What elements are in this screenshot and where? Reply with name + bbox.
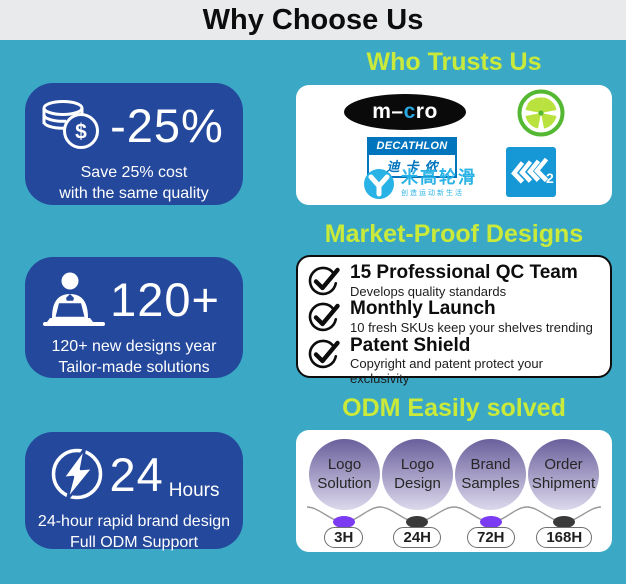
check-circle-icon xyxy=(308,266,340,296)
k2-logo-number: 2 xyxy=(546,170,554,186)
feature-card-speed: 24 Hours 24-hour rapid brand design Full… xyxy=(25,432,243,551)
feature-value: 120+ xyxy=(110,272,220,326)
odm-step-label: Logo xyxy=(400,455,435,473)
odm-step-label: Logo xyxy=(327,455,362,473)
odm-time-badge: 168H xyxy=(536,527,593,548)
design-item-subtitle: Develops quality standards xyxy=(350,283,507,299)
odm-step-label: Design xyxy=(394,474,441,492)
design-item: 15 Professional QC Team Develops quality… xyxy=(308,262,602,299)
micro-logo: m – c ro xyxy=(344,94,466,130)
design-item: Monthly Launch 10 fresh SKUs keep your s… xyxy=(308,299,602,335)
coins-icon: $ xyxy=(42,100,100,149)
section-title-odm: ODM Easily solved xyxy=(342,394,566,422)
odm-time-cell: 72H xyxy=(454,527,528,548)
header-bar: Why Choose Us xyxy=(0,0,626,40)
feature-line: with the same quality xyxy=(59,185,209,203)
feature-value: -25% xyxy=(110,98,224,152)
timeline-wave xyxy=(307,506,601,528)
odm-time-badge: 24H xyxy=(393,527,442,548)
design-item-subtitle: 10 fresh SKUs keep your shelves trending xyxy=(350,319,593,335)
feature-line: Full ODM Support xyxy=(69,534,199,552)
feature-card-top: 24 Hours xyxy=(25,432,243,504)
feature-value-suffix: Hours xyxy=(168,480,220,501)
design-item-subtitle: Copyright and patent protect your exclus… xyxy=(350,356,543,387)
check-circle-icon xyxy=(308,303,340,332)
feature-description: 120+ new designs year Tailor-made soluti… xyxy=(25,336,243,378)
feature-line: 24-hour rapid brand design xyxy=(37,513,231,530)
migao-logo-cn: 米高轮滑 xyxy=(401,168,477,187)
odm-time-badge: 72H xyxy=(466,527,515,548)
design-item: Patent Shield Copyright and patent prote… xyxy=(308,334,602,387)
odm-step-label: Shipment xyxy=(531,474,596,492)
feature-line: Save 25% cost xyxy=(80,164,188,181)
decathlon-logo-en: DECATHLON xyxy=(367,137,457,155)
feature-card-top: $ -25% xyxy=(25,83,243,155)
odm-step-circle: Brand Samples xyxy=(455,439,526,510)
odm-step-circle: Logo Solution xyxy=(309,439,380,510)
odm-time-cell: 168H xyxy=(528,527,602,548)
decathlon-logo-cn: 迪卡侬 xyxy=(367,155,457,178)
timeline-dot xyxy=(480,516,502,528)
odm-steps-row: Logo Solution Logo Design Brand Samples … xyxy=(296,439,612,510)
odm-time-cell: 24H xyxy=(381,527,455,548)
odm-times-row: 3H 24H 72H 168H xyxy=(307,527,601,548)
feature-description: 24-hour rapid brand design Full ODM Supp… xyxy=(25,511,243,553)
design-item-text: 15 Professional QC Team Develops quality… xyxy=(350,262,578,299)
odm-time-badge: 3H xyxy=(324,527,364,548)
odm-step-label: Brand xyxy=(470,455,511,473)
odm-panel: Logo Solution Logo Design Brand Samples … xyxy=(296,430,612,552)
lightning-icon xyxy=(51,446,102,502)
svg-text:$: $ xyxy=(75,121,87,144)
micro-logo-accent: c xyxy=(403,100,416,123)
design-item-text: Patent Shield Copyright and patent prote… xyxy=(350,334,602,387)
k2-logo: 2 xyxy=(506,147,556,197)
lime-logo xyxy=(517,89,565,137)
micro-logo-dash: – xyxy=(391,100,404,123)
decathlon-logo: DECATHLON 迪卡侬 xyxy=(367,137,457,178)
design-item-title: Monthly Launch xyxy=(350,298,496,320)
feature-description: Save 25% cost with the same quality xyxy=(25,162,243,204)
trust-logos-panel: m – c ro DECATHLON 迪卡侬 xyxy=(296,85,612,205)
feature-card-designs: 120+ 120+ new designs year Tailor-made s… xyxy=(25,257,243,378)
odm-step-label: Order xyxy=(544,455,583,473)
design-item-title: Patent Shield xyxy=(350,334,471,356)
check-circle-icon xyxy=(308,339,340,369)
migao-logo-text: 米高轮滑 创造运动新生活 xyxy=(401,169,477,198)
designer-icon xyxy=(43,272,106,326)
micro-logo-text: m xyxy=(372,100,392,123)
timeline-dot xyxy=(553,516,575,528)
odm-time-cell: 3H xyxy=(307,527,381,548)
micro-logo-text: ro xyxy=(415,100,438,123)
page-title: Why Choose Us xyxy=(202,4,424,36)
odm-step-label: Solution xyxy=(317,474,372,492)
odm-step-circle: Logo Design xyxy=(382,439,453,510)
migao-logo-icon xyxy=(364,169,394,199)
design-item-title: 15 Professional QC Team xyxy=(350,262,578,283)
section-title-designs: Market-Proof Designs xyxy=(324,220,584,248)
odm-step-circle: Order Shipment xyxy=(528,439,599,510)
migao-logo-slogan: 创造运动新生活 xyxy=(401,190,464,197)
feature-card-top: 120+ xyxy=(25,257,243,329)
timeline-dot xyxy=(333,516,355,528)
feature-value: 24 xyxy=(109,447,164,501)
feature-line: 120+ new designs year xyxy=(51,338,217,355)
feature-card-discount: $ -25% Save 25% cost with the same quali… xyxy=(25,83,243,205)
feature-line: Tailor-made solutions xyxy=(58,359,210,377)
section-title-trust: Who Trusts Us xyxy=(366,48,542,76)
migao-logo: 米高轮滑 创造运动新生活 xyxy=(364,169,477,199)
odm-step-label: Samples xyxy=(461,474,520,492)
timeline-dot xyxy=(406,516,428,528)
designs-panel: 15 Professional QC Team Develops quality… xyxy=(296,255,612,386)
design-item-text: Monthly Launch 10 fresh SKUs keep your s… xyxy=(350,299,593,335)
